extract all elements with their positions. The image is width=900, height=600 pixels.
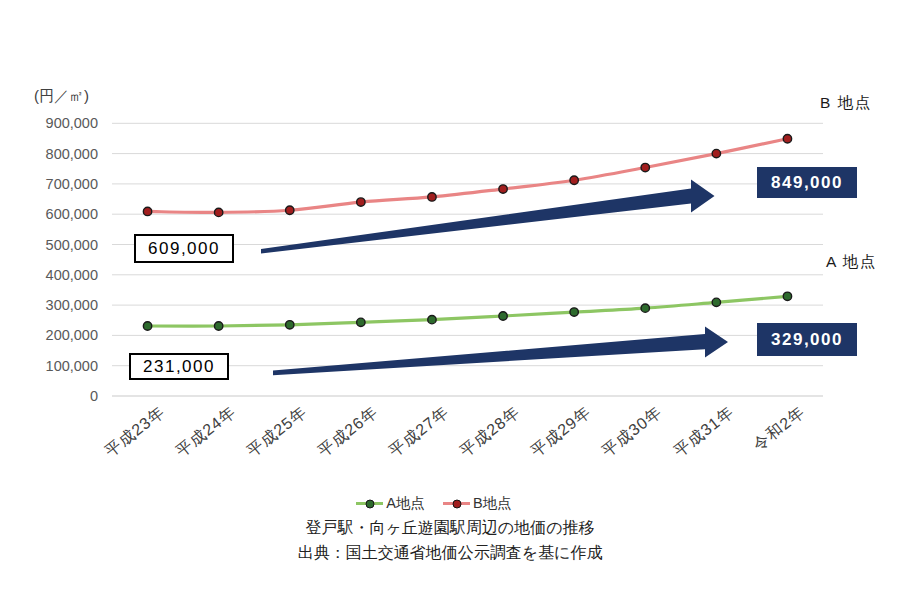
- chart-title: 登戸駅・向ヶ丘遊園駅周辺の地価の推移: [0, 518, 900, 539]
- y-tick-300000: 300,000: [26, 297, 98, 313]
- callout-b-end: 849,000: [757, 167, 857, 198]
- y-tick-500000: 500,000: [26, 237, 98, 253]
- data-point-B地点-平成29年: [570, 176, 578, 184]
- y-tick-400000: 400,000: [26, 267, 98, 283]
- land-price-chart: (円／㎡) 0 100,000 200,000 300,000 400,000 500,0…: [0, 0, 900, 600]
- data-point-A地点-平成26年: [357, 318, 365, 326]
- data-point-A地点-平成31年: [712, 298, 720, 306]
- callout-a-start: 231,000: [129, 353, 229, 380]
- callout-a-end: 329,000: [757, 323, 857, 356]
- series-a-label: A 地点: [826, 252, 877, 273]
- data-point-B地点-平成24年: [214, 208, 222, 216]
- data-point-A地点-平成29年: [570, 308, 578, 316]
- series-b-label: B 地点: [820, 93, 872, 114]
- y-axis-unit: (円／㎡): [34, 87, 89, 106]
- chart-source: 出典：国土交通省地価公示調査を基に作成: [0, 543, 900, 564]
- data-point-A地点-平成28年: [499, 312, 507, 320]
- data-point-B地点-令和2年: [783, 135, 791, 143]
- y-tick-600000: 600,000: [26, 206, 98, 222]
- legend-label-A地点: A地点: [386, 494, 425, 513]
- callout-b-start: 609,000: [134, 234, 234, 263]
- legend-item-B地点: B地点: [443, 494, 512, 513]
- data-point-A地点-平成30年: [641, 304, 649, 312]
- data-point-A地点-平成25年: [286, 321, 294, 329]
- data-point-A地点-平成27年: [428, 315, 436, 323]
- legend: A地点 B地点: [0, 494, 884, 513]
- y-tick-900000: 900,000: [26, 115, 98, 131]
- data-point-B地点-平成27年: [428, 193, 436, 201]
- data-point-B地点-平成31年: [712, 149, 720, 157]
- data-point-B地点-平成25年: [286, 206, 294, 214]
- series-line-A地点: [148, 296, 788, 326]
- data-point-B地点-平成26年: [357, 198, 365, 206]
- legend-marker-A地点: [356, 502, 383, 505]
- trend-arrow-a: [273, 327, 728, 376]
- data-point-B地点-平成30年: [641, 163, 649, 171]
- data-point-A地点-令和2年: [783, 292, 791, 300]
- y-tick-100000: 100,000: [26, 358, 98, 374]
- data-point-B地点-平成28年: [499, 185, 507, 193]
- legend-marker-B地点: [443, 502, 470, 505]
- data-point-B地点-平成23年: [143, 207, 151, 215]
- legend-label-B地点: B地点: [473, 494, 512, 513]
- y-tick-200000: 200,000: [26, 327, 98, 343]
- data-point-A地点-平成23年: [143, 322, 151, 330]
- y-tick-800000: 800,000: [26, 146, 98, 162]
- legend-item-A地点: A地点: [356, 494, 425, 513]
- y-tick-0: 0: [26, 388, 98, 404]
- y-tick-700000: 700,000: [26, 176, 98, 192]
- data-point-A地点-平成24年: [214, 322, 222, 330]
